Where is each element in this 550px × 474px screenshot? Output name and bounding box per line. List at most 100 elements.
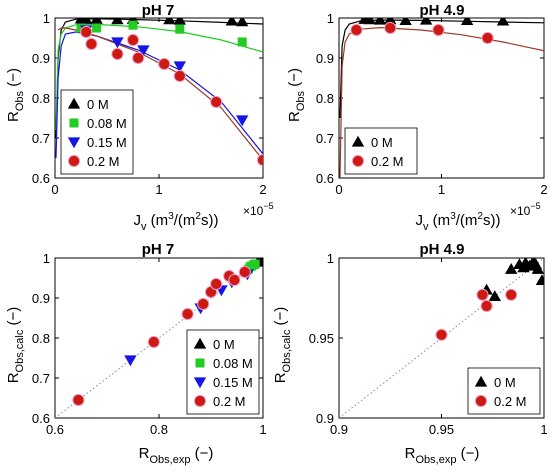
data-point <box>111 18 124 25</box>
plot-content <box>339 258 544 418</box>
data-point <box>137 45 150 57</box>
y-tick-label: 0.9 <box>32 51 50 66</box>
data-point <box>236 18 249 27</box>
y-tick-label: 1 <box>327 251 334 266</box>
data-point <box>256 153 263 167</box>
x-axis-label: Jv (m3/(m2s)) <box>134 211 219 233</box>
panel-parity-ph7: pH 7 0.6 0.8 1 0.6 0.7 0.8 0.9 1 0 M 0.08 M 0.15 M… <box>5 241 267 466</box>
x-tick-label: 1 <box>438 182 445 197</box>
data-point <box>363 18 376 25</box>
plot-area: 0 1 2 0.6 0.7 0.8 0.9 1 0 M 0.08 M 0.15 M 0.2 M <box>32 11 267 197</box>
y-axis-label: RObs,calc (−) <box>272 307 293 384</box>
y-axis-label: RObs (−) <box>5 68 26 122</box>
legend-marker <box>67 97 81 109</box>
data-point <box>419 18 433 25</box>
legend: 0 M 0.2 M <box>344 127 418 175</box>
legend-marker <box>351 135 365 147</box>
legend-marker <box>193 394 207 408</box>
data-point <box>92 23 102 33</box>
data-point <box>496 18 510 26</box>
data-point <box>384 21 397 35</box>
data-point <box>488 290 501 302</box>
data-point <box>250 259 260 269</box>
panel-jv-ph7: pH 7 0 1 2 0.6 0.7 0.8 0.9 1 0 M 0.08 M 0.15 M 0.2 … <box>5 2 274 233</box>
data-point <box>173 69 186 83</box>
data-point <box>72 393 85 407</box>
plot-area: 0.9 0.95 1 0.9 0.95 1 0 M 0.2 M <box>309 251 548 437</box>
legend-marker <box>67 137 81 149</box>
data-point <box>476 288 489 301</box>
legend-marker <box>474 375 488 387</box>
data-point <box>147 335 160 349</box>
legend-label: 0.08 M <box>87 116 127 131</box>
y-tick-label: 0.6 <box>316 171 334 186</box>
legend-label: 0.2 M <box>87 154 120 169</box>
x-tick-label: 0 <box>335 182 342 197</box>
legend-label: 0.15 M <box>87 135 127 150</box>
data-point <box>124 355 137 367</box>
x-tick-label: 1 <box>155 182 162 197</box>
y-tick-label: 0.8 <box>316 91 334 106</box>
x-tick-label: 1 <box>259 422 266 437</box>
series-02M <box>72 265 251 407</box>
panel-jv-ph49: pH 4.9 0 1 2 0.6 0.7 0.8 0.9 1 0 M 0.2 M Jv (m3/(… <box>286 2 548 233</box>
data-point <box>350 23 363 37</box>
data-point <box>181 307 194 321</box>
parity-line <box>339 258 544 418</box>
data-point <box>90 18 103 24</box>
x-tick-label: 1 <box>540 422 547 437</box>
y-tick-label: 1 <box>43 11 50 26</box>
data-point <box>238 265 251 279</box>
legend-label: 0.2 M <box>371 154 404 169</box>
data-point <box>435 328 448 341</box>
x-tick-label: 0.8 <box>150 422 168 437</box>
x-exponent: ×10−5 <box>510 201 541 218</box>
data-point <box>80 18 93 24</box>
data-point <box>399 18 412 26</box>
y-axis-label: RObs,calc (−) <box>5 307 26 384</box>
data-point <box>236 115 249 127</box>
y-tick-label: 0.9 <box>316 51 334 66</box>
data-point <box>163 18 176 25</box>
data-point <box>173 18 186 25</box>
legend-label: 0 M <box>371 135 393 150</box>
data-point <box>505 263 518 274</box>
legend-label: 0.2 M <box>494 394 527 409</box>
x-tick-label: 0.95 <box>429 422 454 437</box>
y-tick-label: 0.9 <box>316 411 334 426</box>
panel-title: pH 4.9 <box>419 2 464 19</box>
x-tick-label: 0 <box>51 182 58 197</box>
panel-title: pH 7 <box>142 241 175 258</box>
legend: 0 M 0.08 M 0.15 M 0.2 M <box>186 329 260 415</box>
series-0M <box>358 18 510 26</box>
x-axis-label: Jv (m3/(m2s)) <box>416 211 501 233</box>
y-tick-label: 0.6 <box>32 411 50 426</box>
legend-marker <box>67 154 81 168</box>
legend-label: 0.08 M <box>213 356 253 371</box>
y-tick-label: 0.9 <box>32 291 50 306</box>
legend-label: 0 M <box>494 375 516 390</box>
plot-content <box>55 258 263 418</box>
data-point <box>85 37 98 51</box>
data-point <box>111 47 124 61</box>
data-point <box>373 18 387 25</box>
data-point <box>460 18 474 26</box>
series-02M <box>435 288 518 341</box>
series-008M <box>76 20 247 47</box>
fit-line-008M <box>55 23 263 131</box>
x-axis-label: RObs,exp (−) <box>139 445 214 466</box>
data-point <box>210 277 223 291</box>
legend-marker <box>474 394 488 408</box>
series-0M <box>480 258 544 302</box>
y-tick-label: 0.7 <box>32 131 50 146</box>
data-point <box>531 263 544 274</box>
y-tick-label: 0.7 <box>32 371 50 386</box>
legend-marker <box>193 337 207 349</box>
series-02M <box>80 25 263 167</box>
legend-marker <box>195 358 205 368</box>
y-tick-label: 0.8 <box>32 91 50 106</box>
data-point <box>126 33 140 47</box>
y-tick-label: 1 <box>327 11 334 26</box>
y-axis-label: RObs (−) <box>286 68 307 122</box>
